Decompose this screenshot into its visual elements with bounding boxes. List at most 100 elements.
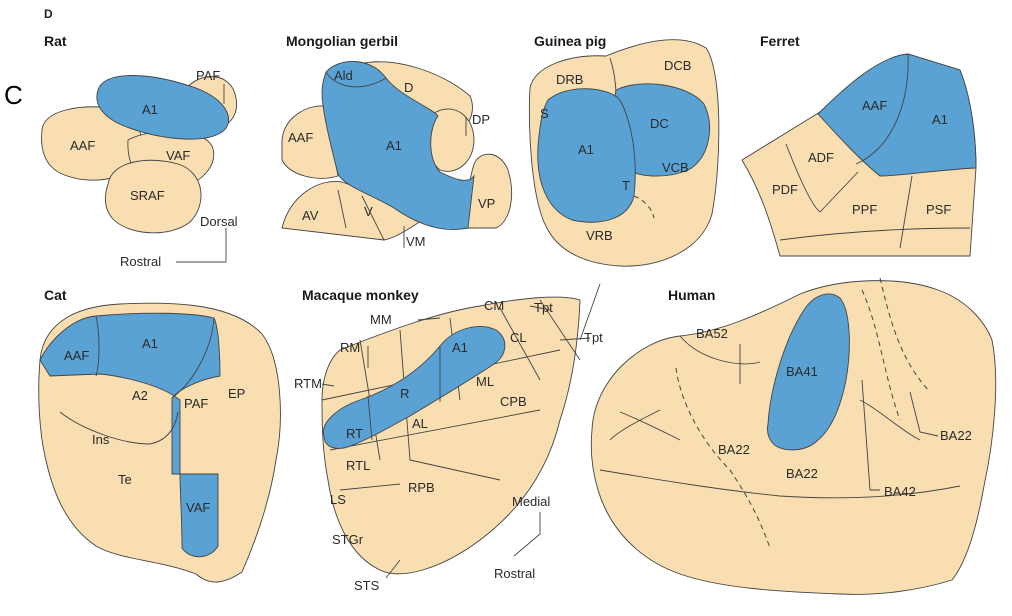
- ferret-label-aaf: AAF: [862, 98, 887, 113]
- rat-orientation-axes: [176, 228, 227, 263]
- ferret-label-ppf: PPF: [852, 202, 877, 217]
- macaque-label-sts: STS: [354, 578, 380, 593]
- ferret-title: Ferret: [760, 33, 800, 49]
- cat-diagram: Cat AAF A1 A2 PAF EP Ins Te VAF: [38, 287, 281, 583]
- guinea-pig-diagram: Guinea pig DCB DRB S DC A1 VCB T VRB: [528, 33, 720, 267]
- cat-label-aaf: AAF: [64, 348, 89, 363]
- human-leaders: [739, 344, 939, 491]
- gerbil-label-aaf: AAF: [288, 130, 313, 145]
- guinea-pig-label-drb: DRB: [556, 72, 583, 87]
- cat-label-te: Te: [118, 472, 132, 487]
- guinea-pig-a1-region: [537, 88, 636, 223]
- cat-ins-border: [59, 411, 179, 445]
- rat-label-aaf: AAF: [70, 138, 95, 153]
- cat-label-paf: PAF: [184, 396, 208, 411]
- macaque-orientation-axes: [513, 512, 541, 557]
- gerbil-vp-region: [466, 153, 513, 229]
- human-label-ba42: BA42: [884, 484, 916, 499]
- macaque-label-ls: LS: [330, 492, 346, 507]
- guinea-pig-label-vrb: VRB: [586, 228, 613, 243]
- human-label-ba52: BA52: [696, 326, 728, 341]
- guinea-pig-label-vcb: VCB: [662, 160, 689, 175]
- macaque-core-region: [322, 326, 506, 449]
- macaque-label-rtm: RTM: [294, 376, 322, 391]
- macaque-label-mm: MM: [370, 312, 392, 327]
- gerbil-av-v-borders: [337, 189, 385, 241]
- guinea-pig-label-s: S: [540, 106, 549, 121]
- human-label-ba22-c: BA22: [940, 428, 972, 443]
- cat-title: Cat: [44, 287, 67, 303]
- guinea-pig-label-t: T: [622, 178, 630, 193]
- gerbil-label-v: V: [364, 204, 373, 219]
- ferret-label-pdf: PDF: [772, 182, 798, 197]
- rat-label-a1: A1: [142, 102, 158, 117]
- human-dashed-boundaries: [675, 277, 931, 549]
- gerbil-label-dp: DP: [472, 112, 490, 127]
- rat-a1-region: [96, 75, 230, 140]
- gerbil-a1-region: [321, 61, 475, 231]
- human-diagram: Human BA52 BA41 BA22 BA22 BA22 BA42: [590, 277, 997, 595]
- human-label-ba22-b: BA22: [786, 466, 818, 481]
- gerbil-label-a1: A1: [386, 138, 402, 153]
- human-title: Human: [668, 287, 715, 303]
- cat-label-ep: EP: [228, 386, 245, 401]
- cat-label-vaf: VAF: [186, 500, 210, 515]
- macaque-belt-region: [321, 296, 581, 575]
- macaque-diagram: Macaque monkey MM CM Tpt Tpt RM A1 CL RT…: [294, 283, 603, 593]
- macaque-label-rm: RM: [340, 340, 360, 355]
- macaque-axis-rostral: Rostral: [494, 566, 535, 581]
- gerbil-diagram: Mongolian gerbil Ald D AAF A1 DP VP AV V…: [281, 33, 513, 249]
- macaque-core-borders: [367, 346, 441, 441]
- ferret-a1-aaf-region: [817, 53, 977, 177]
- cat-label-a2: A2: [132, 388, 148, 403]
- macaque-label-ml: ML: [476, 374, 494, 389]
- gerbil-ventral-region: [281, 181, 434, 241]
- cat-core-region: [39, 312, 221, 558]
- ferret-aaf-a1-border: [855, 53, 909, 165]
- ferret-label-a1: A1: [932, 112, 948, 127]
- rat-axis-dorsal: Dorsal: [200, 214, 238, 229]
- gerbil-label-d: D: [404, 80, 413, 95]
- macaque-label-rpb: RPB: [408, 480, 435, 495]
- human-label-ba22-a: BA22: [718, 442, 750, 457]
- macaque-label-rtl: RTL: [346, 458, 370, 473]
- gerbil-label-vm: VM: [406, 234, 426, 249]
- human-label-ba41: BA41: [786, 364, 818, 379]
- macaque-label-tpt1: Tpt: [534, 300, 553, 315]
- gerbil-title: Mongolian gerbil: [286, 33, 398, 49]
- ferret-belt-borders: [779, 143, 971, 249]
- ferret-label-adf: ADF: [808, 150, 834, 165]
- rat-axis-rostral: Rostral: [120, 254, 161, 269]
- guinea-pig-t-border: [633, 195, 655, 219]
- gerbil-aaf-region: [281, 105, 339, 179]
- ferret-diagram: Ferret AAF A1 ADF PDF PPF PSF: [741, 33, 977, 257]
- human-sulcus-outline: [679, 335, 761, 365]
- gerbil-leaders: [403, 118, 467, 248]
- macaque-label-stgr: STGr: [332, 532, 364, 547]
- gerbil-label-vp: VP: [478, 196, 495, 211]
- cat-label-ins: Ins: [92, 432, 110, 447]
- macaque-title: Macaque monkey: [302, 287, 419, 303]
- gerbil-label-av: AV: [302, 208, 319, 223]
- gerbil-label-ald: Ald: [334, 68, 353, 83]
- macaque-label-cm: CM: [484, 298, 504, 313]
- human-gyral-lines: [599, 399, 961, 499]
- panel-letter-d-cut: D: [44, 7, 53, 21]
- rat-title: Rat: [44, 33, 67, 49]
- macaque-leaders: [321, 283, 601, 579]
- rat-label-sraf: SRAF: [130, 188, 165, 203]
- guinea-pig-title: Guinea pig: [534, 33, 606, 49]
- rat-sraf-region: [104, 159, 202, 234]
- macaque-label-cl: CL: [510, 330, 527, 345]
- macaque-label-rt: RT: [346, 426, 363, 441]
- ferret-label-psf: PSF: [926, 202, 951, 217]
- macaque-label-a1: A1: [452, 340, 468, 355]
- guinea-pig-label-a1: A1: [578, 142, 594, 157]
- human-ba41-region: [767, 293, 850, 451]
- panel-letter-c: C: [4, 80, 23, 110]
- rat-label-vaf: VAF: [166, 148, 190, 163]
- macaque-axis-medial: Medial: [512, 494, 550, 509]
- guinea-pig-label-dcb: DCB: [664, 58, 691, 73]
- rat-diagram: Rat PAF A1 AAF VAF SRAF Dorsal Rostral: [41, 33, 238, 269]
